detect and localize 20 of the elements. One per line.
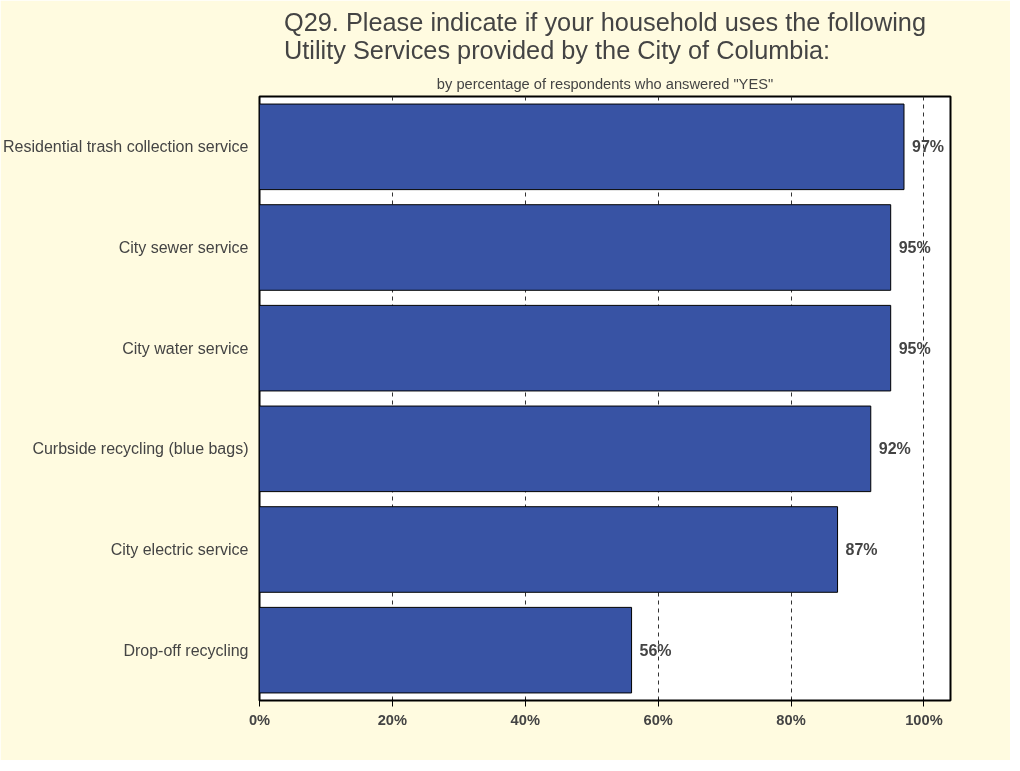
chart-title: Q29. Please indicate if your household uses the following Utility Services provided by the City of Columbia: bbox=[283, 7, 927, 64]
data-label: 97% bbox=[911, 138, 945, 156]
data-label: 87% bbox=[845, 541, 878, 558]
y-tick-label: Curbside recycling (blue bags) bbox=[32, 440, 249, 458]
x-tick-label: 20% bbox=[377, 711, 408, 728]
x-tick-label: 60% bbox=[643, 711, 673, 728]
data-label: 92% bbox=[878, 440, 911, 458]
data-label: 56% bbox=[639, 641, 672, 659]
y-tick-label: Drop-off recycling bbox=[123, 641, 249, 659]
y-tick-label: City water service bbox=[122, 339, 249, 357]
data-label: 95% bbox=[898, 339, 931, 357]
x-tick-label: 0% bbox=[248, 711, 271, 728]
y-tick-label: Residential trash collection service bbox=[3, 138, 249, 156]
chart-subtitle: by percentage of respondents who answered "YES" bbox=[436, 75, 774, 92]
x-tick-label: 100% bbox=[905, 711, 943, 728]
x-tick-label: 80% bbox=[776, 711, 806, 728]
y-tick-label: City sewer service bbox=[118, 239, 249, 256]
data-label: 95% bbox=[898, 239, 931, 256]
y-tick-label: City electric service bbox=[110, 541, 249, 558]
x-tick-label: 40% bbox=[510, 711, 540, 728]
